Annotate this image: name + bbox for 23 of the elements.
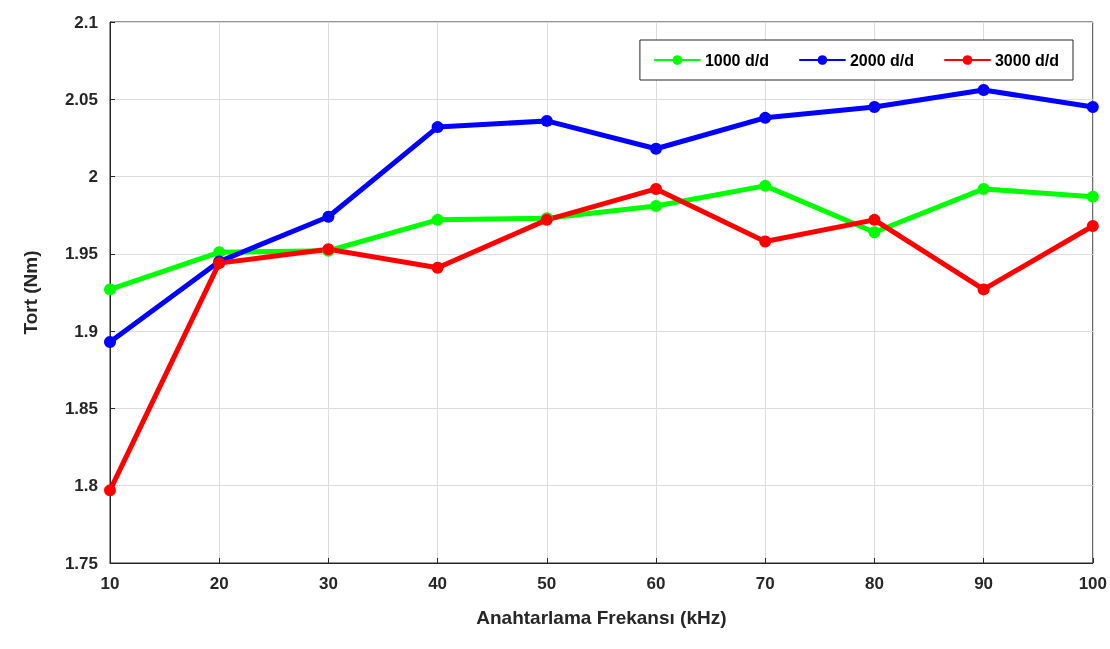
y-tick-label: 1.8 bbox=[74, 476, 98, 496]
y-axis-title: Tort (Nm) bbox=[20, 250, 41, 335]
y-tick-label: 1.75 bbox=[64, 553, 98, 573]
x-tick-label: 10 bbox=[100, 574, 120, 593]
x-tick-label: 20 bbox=[209, 574, 229, 593]
x-tick-label: 50 bbox=[537, 574, 557, 593]
y-tick-label: 1.95 bbox=[64, 244, 98, 264]
y-tick-label: 1.9 bbox=[74, 321, 98, 341]
y-tick-label: 2.1 bbox=[74, 12, 98, 32]
x-tick-label: 80 bbox=[864, 574, 884, 593]
x-tick-label: 60 bbox=[646, 574, 666, 593]
legend-label: 2000 d/d bbox=[849, 51, 914, 69]
x-tick-label: 70 bbox=[755, 574, 775, 593]
y-tick-label: 2.05 bbox=[64, 89, 98, 109]
y-tick-label: 2 bbox=[88, 167, 98, 187]
y-tick-label: 1.85 bbox=[64, 398, 98, 418]
x-tick-label: 100 bbox=[1078, 574, 1108, 593]
x-tick-label: 40 bbox=[428, 574, 448, 593]
x-tick-label: 90 bbox=[974, 574, 994, 593]
legend-label: 3000 d/d bbox=[994, 51, 1059, 69]
x-tick-label: 30 bbox=[318, 574, 338, 593]
x-axis-title: Anahtarlama Frekansı (kHz) bbox=[476, 607, 727, 628]
legend-label: 1000 d/d bbox=[704, 51, 769, 69]
